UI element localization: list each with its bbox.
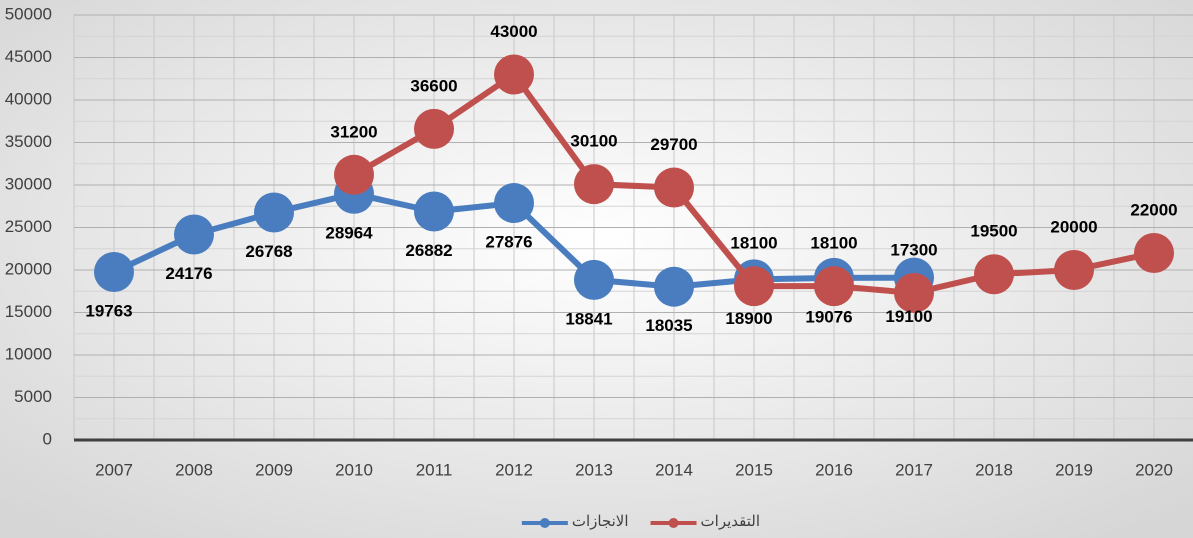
data-label: 18100: [810, 234, 857, 253]
x-tick-label: 2011: [416, 460, 453, 479]
data-label: 30100: [570, 132, 617, 151]
x-tick-label: 2010: [335, 460, 373, 479]
data-label: 26882: [405, 241, 452, 260]
y-tick-label: 10000: [5, 344, 52, 363]
y-tick-label: 35000: [5, 132, 52, 151]
data-label: 18841: [565, 309, 612, 328]
y-tick-label: 45000: [5, 47, 52, 66]
x-tick-label: 2018: [975, 460, 1013, 479]
data-label: 31200: [330, 122, 377, 141]
point: [734, 266, 774, 307]
y-tick-label: 5000: [14, 387, 52, 406]
data-label: 19763: [85, 301, 132, 320]
point: [574, 259, 614, 300]
data-label: 18900: [725, 309, 772, 328]
y-tick-label: 15000: [5, 302, 52, 321]
x-tick-label: 2016: [815, 460, 853, 479]
point: [654, 266, 694, 307]
x-tick-label: 2019: [1055, 460, 1093, 479]
point: [94, 252, 134, 293]
x-tick-label: 2013: [575, 460, 613, 479]
data-label: 26768: [245, 242, 292, 261]
x-tick-label: 2012: [495, 460, 533, 479]
point: [334, 154, 374, 195]
point: [494, 54, 534, 95]
data-label: 29700: [650, 135, 697, 154]
y-tick-label: 40000: [5, 89, 52, 108]
legend-label: التقديرات: [701, 513, 760, 530]
x-tick-label: 2020: [1135, 460, 1173, 479]
point: [814, 266, 854, 307]
point: [494, 183, 534, 224]
point: [1134, 233, 1174, 273]
x-tick-label: 2009: [255, 460, 293, 479]
data-label: 36600: [410, 76, 457, 95]
point: [894, 272, 934, 313]
data-label: 22000: [1130, 200, 1177, 219]
data-label: 20000: [1050, 217, 1097, 236]
data-label: 27876: [485, 233, 532, 252]
y-tick-label: 20000: [5, 259, 52, 278]
point: [654, 167, 694, 208]
x-tick-label: 2017: [895, 460, 933, 479]
y-tick-label: 25000: [5, 217, 52, 236]
data-label: 19500: [970, 222, 1017, 241]
x-tick-label: 2007: [95, 460, 133, 479]
data-label: 18035: [645, 316, 692, 335]
data-label: 43000: [490, 22, 537, 41]
point: [414, 108, 454, 149]
legend-marker: [668, 518, 679, 528]
x-tick-label: 2014: [655, 460, 693, 479]
data-label: 17300: [890, 240, 937, 259]
legend-marker: [539, 518, 550, 528]
y-tick-label: 30000: [5, 174, 52, 193]
data-label: 24176: [165, 264, 212, 283]
x-tick-label: 2008: [175, 460, 213, 479]
point: [1054, 250, 1094, 290]
data-label: 19100: [885, 307, 932, 326]
x-tick-label: 2015: [735, 460, 773, 479]
point: [414, 191, 454, 232]
data-label: 19076: [805, 307, 852, 326]
point: [254, 192, 294, 233]
point: [574, 164, 614, 205]
point: [974, 254, 1014, 295]
y-tick-label: 50000: [5, 4, 52, 23]
legend-label: الانجازات: [572, 513, 629, 530]
data-label: 18100: [730, 234, 777, 253]
y-tick-label: 0: [43, 429, 52, 448]
point: [174, 214, 214, 255]
data-label: 28964: [325, 223, 373, 242]
